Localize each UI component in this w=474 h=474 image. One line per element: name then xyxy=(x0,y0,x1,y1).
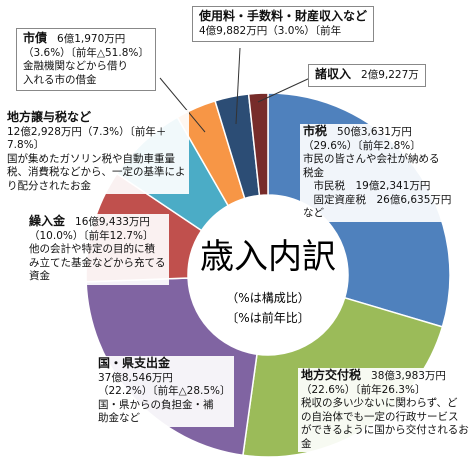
segment-label: 市税 50億3,631万円 （29.6%）〔前年2.8%〕 市民の皆さんや会社が納める… xyxy=(300,124,455,222)
label-line: 他の会計や特定の目的に積 xyxy=(29,243,155,255)
label-line: （10.0%）〔前年12.7%〕 xyxy=(29,229,154,242)
leader-line xyxy=(257,77,311,103)
segment-label: 繰入金 16億9,433万円 （10.0%）〔前年12.7%〕 他の会計や特定の目的に… xyxy=(26,214,169,285)
category-name: 市税 xyxy=(303,124,328,138)
leader-line xyxy=(235,47,241,125)
segment-label: 市債 6億1,970万円 （3.6%）〔前年△51.8%〕 金融機関などから借り 入れる… xyxy=(16,28,156,91)
label-line: 7.8%〕 xyxy=(7,139,45,151)
label-line: 国が集めたガソリン税や自動車重量 xyxy=(7,152,175,165)
donut-segment xyxy=(247,92,269,197)
label-line: 38億3,983万円 xyxy=(371,370,446,382)
segment-label: 使用料・手数料・財産収入など 4億9,882万円（3.0%）〔前年 xyxy=(192,6,375,42)
category-name: 使用料・手数料・財産収入など xyxy=(199,9,368,23)
category-name: 諸収入 xyxy=(315,67,352,81)
label-line: 2億9,227万 xyxy=(361,69,419,81)
label-line: 金融機関などから借り xyxy=(23,60,128,72)
label-line: （22.2%）〔前年△28.5%〕 xyxy=(98,385,231,397)
label-line: （3.6%）〔前年△51.8%〕 xyxy=(23,46,149,59)
category-name: 繰入金 xyxy=(29,214,66,228)
category-name: 国・県支出金 xyxy=(98,356,171,370)
label-line: （29.6%）〔前年2.8%〕 xyxy=(303,139,421,152)
label-line: 税、消費税などから、一定の基準によ xyxy=(7,166,186,178)
category-name: 市債 xyxy=(23,31,48,45)
label-line: 市民の皆さんや会社が納める xyxy=(303,153,440,165)
label-line: 4億9,882万円（3.0%）〔前年 xyxy=(199,24,342,37)
label-line: 12億2,928万円（7.3%）〔前年＋ xyxy=(7,125,167,138)
center-title: 歳入内訳 xyxy=(200,237,336,277)
label-line: ができるように国から交付されるお xyxy=(301,424,469,436)
label-line: 16億9,433万円 xyxy=(75,216,150,228)
segment-label: 地方交付税 38億3,983万円 （22.6%）〔前年26.3%〕 税収の多い少ないに… xyxy=(298,368,472,452)
center-note: （%は構成比） xyxy=(226,291,309,305)
label-line: み立てた基金などから充てる xyxy=(29,256,166,269)
segment-label: 地方譲与税など 12億2,928万円（7.3%）〔前年＋ 7.8%〕 国が集めたガソリ… xyxy=(4,110,189,194)
label-line: 税金 xyxy=(303,166,324,179)
label-line: 入れる市の借金 xyxy=(23,73,97,86)
segment-label: 諸収入 2億9,227万 xyxy=(308,64,426,87)
label-line: 国・県からの負担金・補 xyxy=(98,398,214,411)
label-line: 50億3,631万円 xyxy=(337,126,412,138)
label-line: 6億1,970万円 xyxy=(57,33,126,45)
center-note: 〔%は前年比〕 xyxy=(226,310,309,325)
label-line: 税収の多い少ないに関わらず、ど xyxy=(301,397,458,409)
label-line: 37億8,546万円 xyxy=(98,371,173,384)
leader-line xyxy=(159,77,206,133)
label-line: 助金など xyxy=(98,412,140,424)
label-line: 金 xyxy=(301,437,312,450)
segment-label: 国・県支出金 37億8,546万円 （22.2%）〔前年△28.5%〕 国・県からの負… xyxy=(95,356,234,427)
label-line: 資金 xyxy=(29,270,50,282)
label-line: り配分されたお金 xyxy=(7,179,91,192)
label-line: 固定資産税 26億6,635万円 xyxy=(303,193,452,206)
label-line: 市民税 19億2,341万円 xyxy=(303,180,431,192)
label-line: など xyxy=(303,207,324,219)
label-line: （22.6%）〔前年26.3%〕 xyxy=(301,383,426,396)
category-name: 地方交付税 xyxy=(301,368,362,382)
label-line: の自治体でも一定の行政サービス xyxy=(301,410,459,423)
category-name: 地方譲与税など xyxy=(7,110,92,124)
